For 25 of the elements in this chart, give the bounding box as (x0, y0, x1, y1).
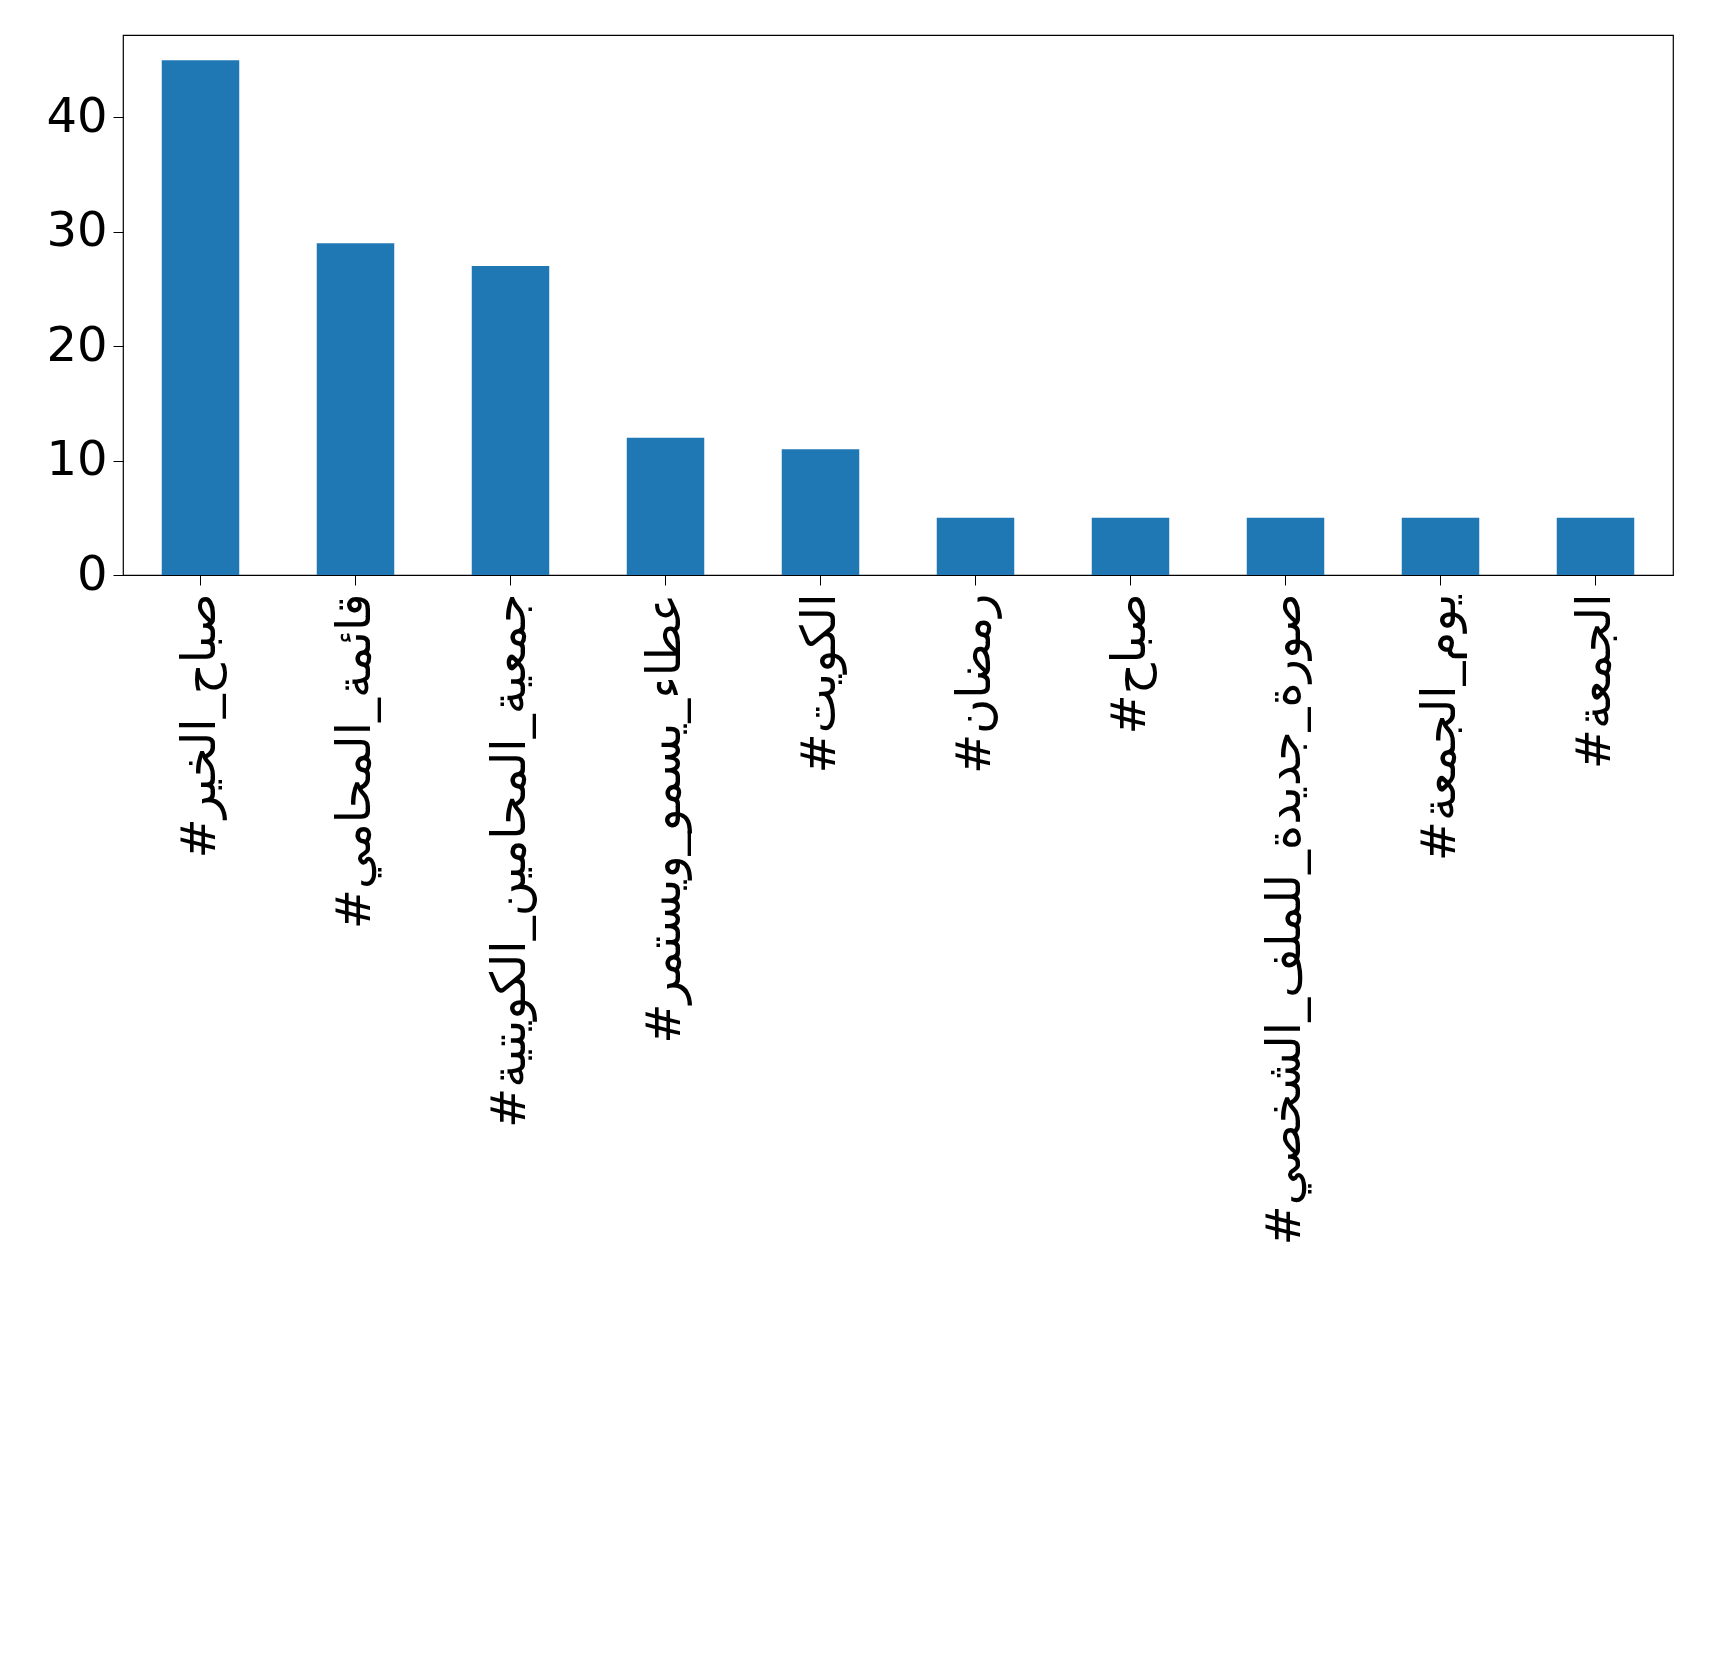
x-tick-label: #قائمة_المحامي (324, 593, 382, 930)
x-tick-label: #يوم_الجمعة (1409, 593, 1467, 862)
x-tick-label: #صباح (1099, 593, 1157, 735)
y-tick-label: 40 (46, 86, 108, 143)
bar (1246, 517, 1325, 575)
y-tick-label: 20 (46, 315, 108, 372)
bar (161, 60, 240, 575)
x-tick-label: #رمضان (944, 593, 1002, 775)
bar (936, 517, 1015, 575)
bar (1091, 517, 1170, 575)
x-tick-label: #صباح_الخير (169, 593, 227, 859)
bar (1556, 517, 1635, 575)
bar (1401, 517, 1480, 575)
x-tick-label: #صورة_جديدة_للملف_الشخصي (1254, 593, 1312, 1246)
y-tick-label: 10 (46, 430, 108, 487)
y-tick-label: 0 (76, 544, 108, 601)
x-tick-label: #الكويت (789, 593, 847, 774)
x-tick-label: #الجمعة (1564, 593, 1621, 770)
bar (471, 266, 550, 575)
bar (626, 437, 705, 575)
y-tick-label: 30 (46, 201, 108, 258)
bar (781, 449, 860, 575)
x-tick-label: #جمعية_المحامين_الكويتية (479, 593, 537, 1128)
bar (316, 243, 395, 575)
x-tick-label: #عطاء_يسمو_ويستمر (634, 593, 692, 1044)
